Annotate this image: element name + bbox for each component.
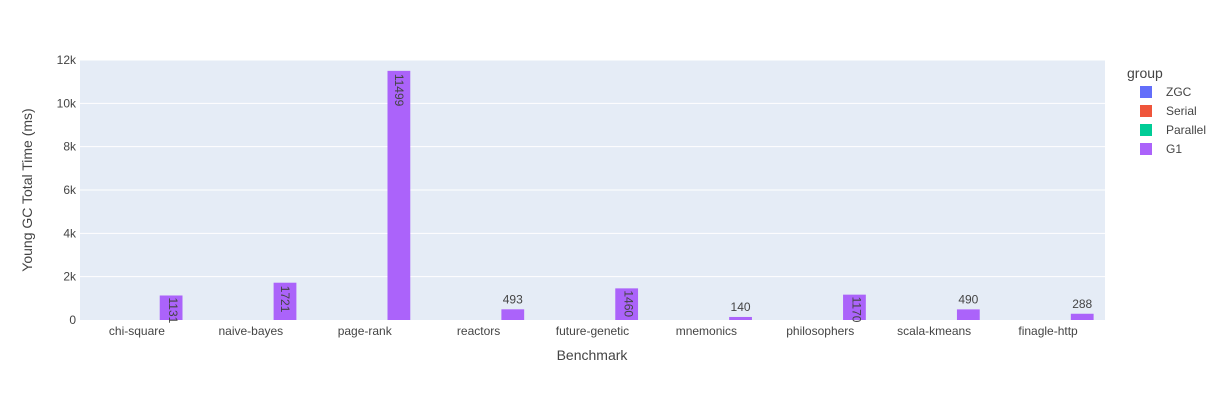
y-tick-label: 12k bbox=[57, 53, 77, 67]
legend-item: Serial bbox=[1140, 104, 1197, 118]
legend-item: ZGC bbox=[1140, 85, 1192, 99]
x-tick-label: naive-bayes bbox=[218, 324, 283, 338]
bar-data-label: 140 bbox=[731, 300, 751, 314]
x-tick-label: page-rank bbox=[338, 324, 393, 338]
y-tick-label: 0 bbox=[69, 313, 76, 327]
legend-item: G1 bbox=[1140, 142, 1182, 156]
x-tick-label: finagle-http bbox=[1018, 324, 1078, 338]
y-axis-title: Young GC Total Time (ms) bbox=[19, 108, 35, 271]
bar-data-label: 1170 bbox=[849, 297, 863, 323]
legend-swatch bbox=[1140, 124, 1152, 136]
bar bbox=[615, 288, 639, 320]
legend-swatch bbox=[1140, 143, 1152, 155]
x-axis-ticks: chi-square naive-bayes page-rank reactors fu… bbox=[109, 324, 1078, 338]
legend-swatch bbox=[1140, 105, 1152, 117]
x-axis-title: Benchmark bbox=[557, 347, 629, 363]
x-tick-label: chi-square bbox=[109, 324, 165, 338]
x-tick-label: philosophers bbox=[786, 324, 854, 338]
bar bbox=[501, 309, 525, 320]
bar bbox=[273, 282, 297, 320]
bar bbox=[387, 70, 411, 320]
gridlines bbox=[80, 59, 1105, 278]
y-axis-ticks: 0 2k 4k 6k 8k 10k 12k bbox=[57, 53, 77, 327]
bar-data-label: 288 bbox=[1072, 297, 1092, 311]
legend: group ZGC Serial Parallel G1 bbox=[1127, 65, 1206, 156]
bar-data-label: 1721 bbox=[278, 286, 292, 313]
y-tick-label: 10k bbox=[57, 96, 77, 110]
legend-label: ZGC bbox=[1166, 85, 1192, 99]
bar bbox=[1070, 313, 1094, 320]
legend-item: Parallel bbox=[1140, 123, 1206, 137]
legend-label: Parallel bbox=[1166, 123, 1206, 137]
legend-label: Serial bbox=[1166, 104, 1197, 118]
bar-data-label: 493 bbox=[503, 292, 523, 306]
bar-data-label: 490 bbox=[958, 292, 978, 306]
bar-labels: 1131 1721 11499 493 1460 140 1170 490 288 bbox=[166, 74, 1092, 324]
x-tick-label: mnemonics bbox=[676, 324, 737, 338]
y-tick-label: 2k bbox=[63, 270, 77, 284]
bar bbox=[956, 309, 980, 320]
bar-data-label: 1131 bbox=[166, 297, 180, 323]
bar bbox=[843, 294, 866, 320]
bar bbox=[729, 316, 752, 320]
bar-data-label: 11499 bbox=[392, 74, 406, 107]
y-tick-label: 6k bbox=[63, 183, 77, 197]
y-tick-label: 4k bbox=[63, 226, 77, 240]
x-tick-label: future-genetic bbox=[556, 324, 629, 338]
legend-title: group bbox=[1127, 65, 1163, 81]
bar-data-label: 1460 bbox=[622, 290, 636, 317]
legend-items: ZGC Serial Parallel G1 bbox=[1140, 85, 1206, 156]
x-tick-label: scala-kmeans bbox=[897, 324, 971, 338]
legend-label: G1 bbox=[1166, 142, 1182, 156]
bar bbox=[159, 295, 183, 320]
y-tick-label: 8k bbox=[63, 140, 77, 154]
legend-swatch bbox=[1140, 86, 1152, 98]
bars bbox=[159, 70, 1094, 320]
x-tick-label: reactors bbox=[457, 324, 500, 338]
